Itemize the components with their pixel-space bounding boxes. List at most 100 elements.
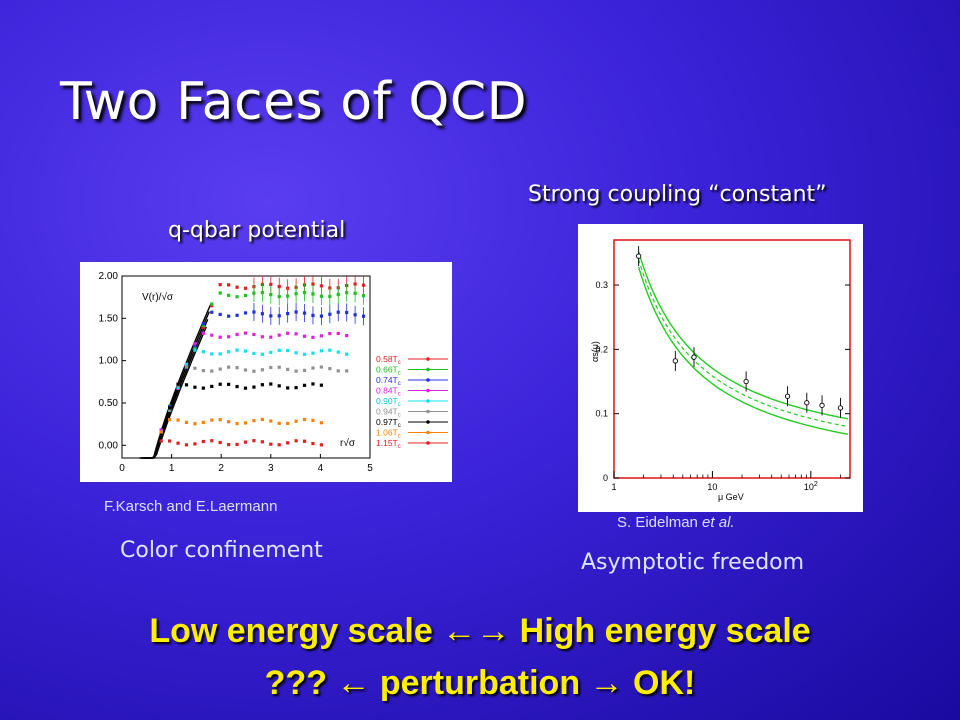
potential-ytick-label: 2.00 bbox=[99, 271, 119, 282]
potential-legend-marker bbox=[426, 357, 430, 361]
potential-legend-label: 0.90Tc bbox=[376, 396, 401, 408]
potential-data-point bbox=[243, 386, 248, 390]
potential-data-point bbox=[210, 302, 214, 306]
potential-data-point bbox=[277, 333, 281, 337]
potential-data-point bbox=[227, 365, 231, 369]
potential-data-point bbox=[227, 350, 231, 354]
potential-data-point bbox=[319, 365, 323, 369]
potential-data-point bbox=[159, 428, 163, 432]
potential-data-point bbox=[302, 352, 307, 356]
alpha-data-point bbox=[672, 358, 678, 364]
alpha-ytick-label: 0.3 bbox=[595, 280, 608, 290]
potential-data-point bbox=[243, 331, 248, 335]
potential-data-point bbox=[269, 419, 273, 423]
potential-data-point bbox=[294, 439, 298, 443]
potential-data-point bbox=[184, 383, 189, 387]
potential-legend-label: 0.94Tc bbox=[376, 407, 401, 419]
potential-data-point bbox=[345, 352, 349, 356]
potential-data-point bbox=[243, 440, 248, 444]
potential-data-point bbox=[243, 286, 248, 290]
potential-data-point bbox=[336, 350, 340, 354]
potential-data-point bbox=[269, 350, 273, 355]
potential-data-point bbox=[235, 332, 239, 337]
alpha-data-point bbox=[635, 253, 642, 259]
potential-data-point bbox=[243, 311, 248, 315]
potential-data-point bbox=[184, 443, 189, 447]
potential-data-point bbox=[176, 382, 180, 386]
alpha-ytick-label: 0 bbox=[603, 473, 608, 483]
potential-data-point bbox=[218, 283, 222, 287]
potential-data-point bbox=[319, 349, 323, 353]
potential-legend-marker bbox=[426, 441, 430, 445]
potential-ylabel: V(r)/√σ bbox=[142, 291, 174, 303]
potential-data-point bbox=[201, 420, 205, 424]
potential-data-point bbox=[218, 440, 222, 445]
potential-data-point bbox=[235, 366, 239, 370]
potential-legend-marker bbox=[426, 367, 430, 372]
potential-data-point bbox=[201, 322, 205, 326]
potential-data-point bbox=[328, 367, 332, 371]
potential-data-point bbox=[302, 417, 307, 422]
bottom-line1-left: Low energy scale bbox=[149, 612, 443, 650]
potential-data-point bbox=[336, 369, 340, 373]
potential-ytick-label: 0.50 bbox=[99, 398, 119, 409]
alpha-xtick-label: 10 bbox=[707, 482, 717, 492]
potential-data-point bbox=[328, 331, 332, 336]
potential-data-point bbox=[159, 430, 163, 434]
potential-data-point bbox=[176, 418, 180, 422]
potential-data-point bbox=[184, 420, 189, 425]
potential-data-point bbox=[302, 368, 307, 373]
potential-data-point bbox=[277, 348, 281, 352]
potential-data-point bbox=[210, 418, 214, 422]
potential-xtick-label: 2 bbox=[218, 463, 224, 474]
potential-ytick-label: 0.00 bbox=[99, 440, 119, 451]
alpha-chart: 0 0.1 0.2 0.3 1 10 102 αs(μ) μ GeV bbox=[578, 224, 863, 512]
potential-data-point bbox=[193, 344, 197, 348]
alpha-chart-background bbox=[578, 224, 863, 512]
potential-legend-marker bbox=[426, 409, 430, 414]
potential-data-point bbox=[319, 421, 323, 425]
potential-data-point bbox=[210, 304, 214, 308]
potential-data-point bbox=[277, 365, 281, 369]
potential-data-point bbox=[227, 443, 231, 447]
potential-data-point bbox=[235, 384, 239, 389]
potential-data-point bbox=[235, 313, 239, 317]
potential-data-point bbox=[252, 419, 256, 423]
alpha-band-center bbox=[638, 259, 849, 428]
potential-legend-label: 1.15Tc bbox=[376, 438, 401, 450]
alpha-ylabel: αs(μ) bbox=[590, 341, 600, 362]
alpha-xlabel: μ GeV bbox=[718, 492, 744, 502]
potential-data-point bbox=[210, 333, 214, 337]
potential-data-point bbox=[302, 383, 307, 387]
potential-xlabel: r√σ bbox=[340, 437, 356, 449]
left-heading: q-qbar potential bbox=[168, 218, 346, 243]
right-heading: Strong coupling “constant” bbox=[528, 182, 827, 207]
potential-legend-label: 0.84Tc bbox=[376, 386, 401, 398]
potential-legend-label: 1.06Tc bbox=[376, 428, 401, 440]
right-credit-italic: et al. bbox=[702, 514, 735, 531]
potential-data-point bbox=[227, 382, 231, 386]
alpha-xtick-label: 102 bbox=[804, 481, 818, 492]
potential-xtick-label: 1 bbox=[169, 463, 175, 474]
potential-data-point bbox=[319, 383, 323, 387]
potential-data-point bbox=[260, 440, 264, 444]
potential-data-point bbox=[168, 418, 172, 422]
bottom-line-2: ??? ← perturbation → OK! bbox=[0, 664, 960, 703]
potential-data-point bbox=[286, 441, 290, 445]
potential-data-point bbox=[176, 441, 180, 445]
potential-data-point bbox=[286, 367, 290, 371]
alpha-xtick-label: 1 bbox=[611, 482, 616, 492]
potential-data-point bbox=[235, 422, 239, 426]
potential-data-point bbox=[345, 369, 349, 373]
potential-data-point bbox=[210, 352, 214, 356]
potential-data-point bbox=[311, 418, 315, 422]
potential-data-point bbox=[184, 362, 189, 366]
potential-data-point bbox=[269, 442, 273, 446]
right-arrow-icon: → bbox=[589, 664, 624, 702]
potential-data-point bbox=[227, 314, 231, 318]
alpha-plot-frame bbox=[613, 239, 851, 479]
potential-data-point bbox=[294, 386, 298, 390]
bottom-line2-c: OK! bbox=[623, 664, 696, 702]
potential-data-point bbox=[218, 291, 222, 295]
potential-data-point bbox=[159, 439, 163, 443]
